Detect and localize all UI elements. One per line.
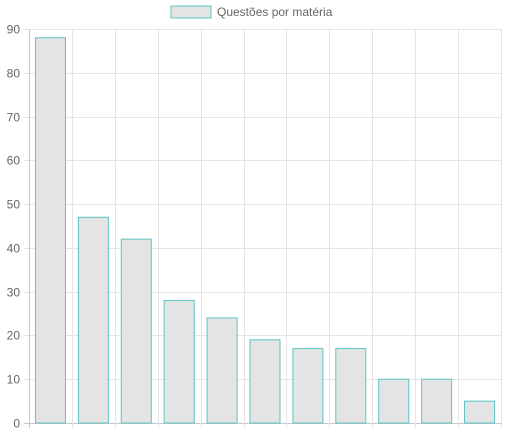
y-tick-label: 90 (7, 23, 21, 37)
bar[interactable] (163, 299, 195, 424)
y-tick-label: 60 (7, 154, 21, 168)
grid (24, 29, 502, 428)
y-tick-label: 10 (7, 373, 21, 387)
legend-label[interactable]: Questões por matéria (217, 5, 333, 19)
bar[interactable] (120, 238, 152, 424)
y-axis-ticks: 0 10 20 30 40 50 60 70 80 90 (7, 23, 21, 428)
bar[interactable] (464, 400, 496, 424)
y-tick-label: 30 (7, 286, 21, 300)
y-tick-label: 0 (13, 417, 20, 428)
y-tick-label: 70 (7, 111, 21, 125)
y-tick-label: 50 (7, 198, 21, 212)
bar[interactable] (206, 317, 238, 424)
y-tick-label: 40 (7, 242, 21, 256)
y-tick-label: 20 (7, 329, 21, 343)
bar[interactable] (249, 339, 281, 424)
bar[interactable] (77, 216, 109, 424)
bar[interactable] (34, 37, 66, 424)
y-tick-label: 80 (7, 67, 21, 81)
bar[interactable] (421, 378, 453, 424)
bars (34, 37, 496, 424)
bar[interactable] (335, 348, 367, 424)
bar[interactable] (378, 378, 410, 424)
legend-swatch[interactable] (170, 5, 212, 19)
legend[interactable]: Questões por matéria (170, 5, 333, 19)
bar[interactable] (292, 348, 324, 424)
